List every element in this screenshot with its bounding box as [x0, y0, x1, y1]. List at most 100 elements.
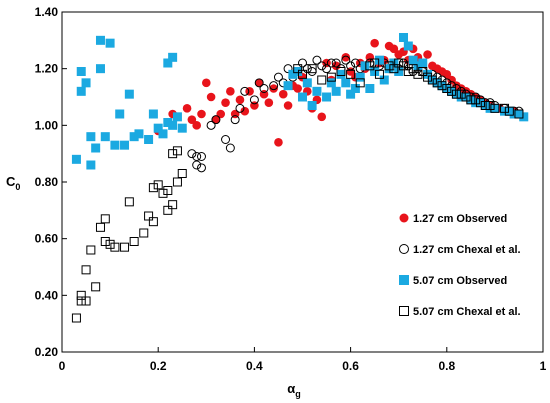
- data-point: [91, 143, 101, 153]
- data-point: [288, 69, 298, 79]
- x-axis-ticks: 0 0.2 0.4 0.6 0.8 1: [59, 347, 547, 373]
- data-point: [500, 103, 510, 113]
- data-point: [187, 115, 197, 124]
- data-point: [81, 296, 91, 306]
- data-point: [221, 135, 231, 144]
- data-point: [177, 123, 187, 133]
- data-point: [461, 92, 471, 102]
- data-point: [370, 58, 380, 68]
- data-point: [432, 78, 442, 88]
- data-point: [326, 58, 336, 68]
- x-tick-label: 0.4: [246, 359, 263, 373]
- data-point: [76, 296, 86, 306]
- data-point: [196, 163, 206, 173]
- data-point: [278, 89, 288, 99]
- y-axis-ticks: 0.20 0.40 0.60 0.80 1.00 1.20 1.40: [35, 5, 67, 359]
- data-point: [350, 58, 360, 68]
- data-point: [447, 86, 457, 96]
- data-point: [326, 78, 336, 88]
- data-point: [427, 75, 437, 85]
- data-point: [437, 81, 447, 91]
- data-point: [456, 89, 466, 99]
- data-point: [317, 61, 327, 71]
- data-point: [100, 214, 110, 224]
- data-point: [336, 67, 346, 76]
- data-point: [221, 98, 230, 107]
- x-axis-title-main: α: [287, 381, 295, 396]
- data-point: [331, 86, 341, 96]
- data-point: [211, 115, 221, 125]
- data-point: [76, 67, 86, 76]
- data-point: [86, 132, 96, 142]
- data-point: [148, 183, 158, 193]
- data-point: [418, 58, 428, 68]
- legend: 1.27 cm Observed 1.27 cm Chexal et al. 5…: [399, 213, 521, 318]
- data-point: [307, 64, 317, 74]
- data-point: [269, 84, 278, 93]
- data-point: [471, 95, 481, 105]
- data-point: [274, 138, 283, 147]
- data-point: [254, 78, 264, 88]
- data-point: [331, 58, 341, 68]
- data-point: [389, 44, 399, 54]
- data-point: [322, 92, 332, 102]
- data-point: [389, 58, 399, 68]
- data-point: [423, 72, 433, 82]
- data-point: [91, 282, 101, 292]
- data-point: [206, 92, 216, 102]
- data-point: [129, 132, 139, 142]
- data-point: [273, 72, 283, 82]
- data-point: [514, 109, 524, 119]
- data-point: [202, 78, 211, 88]
- data-point: [158, 188, 168, 198]
- data-point: [76, 290, 86, 300]
- data-point: [341, 55, 351, 65]
- y-tick-label: 0.80: [35, 175, 59, 189]
- data-point: [514, 109, 524, 119]
- data-point: [163, 186, 173, 195]
- data-point: [461, 92, 471, 102]
- data-point: [384, 64, 394, 74]
- data-point: [240, 106, 250, 116]
- data-point: [172, 112, 182, 122]
- data-point: [317, 75, 327, 85]
- legend-label-s3: 5.07 cm Chexal et al.: [413, 306, 521, 318]
- x-axis-title: αg: [287, 381, 301, 399]
- data-point: [403, 41, 413, 51]
- data-point: [370, 67, 380, 76]
- x-tick-label: 0.8: [438, 359, 455, 373]
- data-point: [475, 98, 485, 108]
- x-tick-label: 0.2: [150, 359, 167, 373]
- data-point: [95, 64, 105, 74]
- data-point: [490, 103, 500, 113]
- data-point: [423, 50, 432, 59]
- data-point: [408, 64, 418, 74]
- data-point: [298, 92, 307, 102]
- data-point: [283, 64, 293, 74]
- y-axis-title-main: C: [6, 174, 16, 189]
- data-point: [153, 123, 163, 133]
- data-point: [245, 87, 254, 96]
- data-point: [120, 242, 130, 252]
- data-point: [322, 64, 332, 74]
- data-point: [120, 140, 130, 150]
- data-point: [216, 109, 226, 119]
- data-point: [413, 69, 423, 79]
- data-point: [519, 112, 529, 122]
- data-point: [158, 129, 168, 139]
- data-point: [451, 89, 461, 99]
- data-point: [341, 53, 351, 62]
- data-point: [326, 72, 336, 82]
- data-point: [110, 140, 120, 150]
- data-point: [408, 55, 418, 65]
- data-point: [302, 78, 312, 88]
- data-point: [197, 109, 206, 119]
- data-point: [293, 67, 303, 76]
- data-point: [475, 98, 485, 108]
- data-point: [293, 64, 303, 74]
- data-point: [71, 313, 81, 323]
- legend-label-s0: 1.27 cm Observed: [413, 213, 507, 225]
- data-point: [346, 89, 356, 99]
- data-point: [163, 205, 173, 215]
- data-point: [456, 92, 466, 102]
